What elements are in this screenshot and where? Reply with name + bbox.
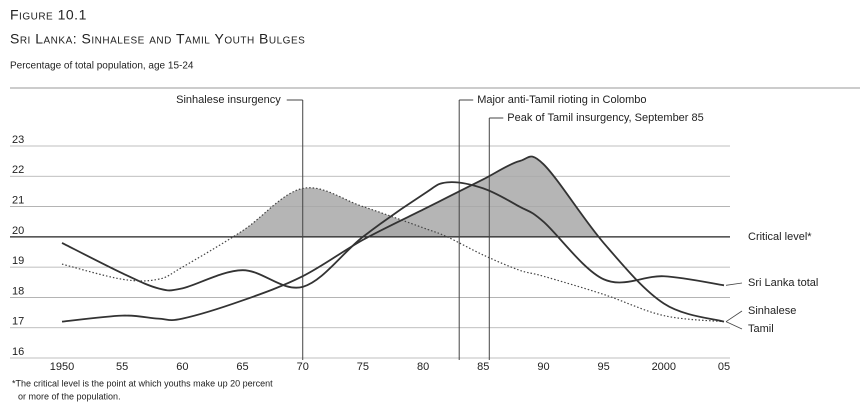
x-tick-label: 65	[236, 361, 248, 373]
x-tick-label: 55	[116, 361, 128, 373]
x-tick-label: 90	[537, 361, 549, 373]
series-label: Tamil	[748, 323, 774, 335]
series-label: Sinhalese	[748, 305, 796, 317]
series-line	[61, 187, 725, 323]
subtitle: Percentage of total population, age 15-2…	[10, 61, 194, 72]
critical-label: Critical level*	[748, 231, 812, 243]
shaded-area	[62, 156, 724, 237]
y-tick-label: 22	[12, 164, 24, 176]
y-tick-label: 21	[12, 194, 24, 206]
y-tick-label: 16	[12, 346, 24, 358]
annotation-text: Major anti-Tamil rioting in Colombo	[477, 94, 646, 106]
x-tick-label: 85	[477, 361, 489, 373]
x-tick-label: 2000	[652, 361, 676, 373]
series-line	[61, 155, 725, 323]
chart-title: Sri Lanka: Sinhalese and Tamil Youth Bul…	[10, 31, 305, 47]
annotation-text: Peak of Tamil insurgency, September 85	[507, 112, 703, 124]
x-tick-label: 75	[357, 361, 369, 373]
series-line	[61, 181, 725, 292]
footnote: or more of the population.	[18, 391, 121, 401]
x-tick-label: 95	[598, 361, 610, 373]
y-tick-label: 19	[12, 255, 24, 267]
figure-label: Figure 10.1	[10, 7, 87, 23]
x-tick-label: 80	[417, 361, 429, 373]
series-leader	[725, 282, 743, 286]
x-tick-label: 1950	[50, 361, 74, 373]
y-tick-label: 23	[12, 134, 24, 146]
annotation-text: Sinhalese insurgency	[176, 94, 281, 106]
y-tick-label: 20	[12, 225, 24, 237]
y-tick-label: 17	[12, 316, 24, 328]
y-tick-label: 18	[12, 285, 24, 297]
x-tick-label: 60	[176, 361, 188, 373]
series-leader	[725, 321, 743, 330]
series-leader	[725, 310, 743, 322]
series-label: Sri Lanka total	[748, 277, 818, 289]
x-tick-label: 70	[297, 361, 309, 373]
x-tick-label: 05	[718, 361, 730, 373]
footnote: *The critical level is the point at whic…	[12, 378, 273, 388]
